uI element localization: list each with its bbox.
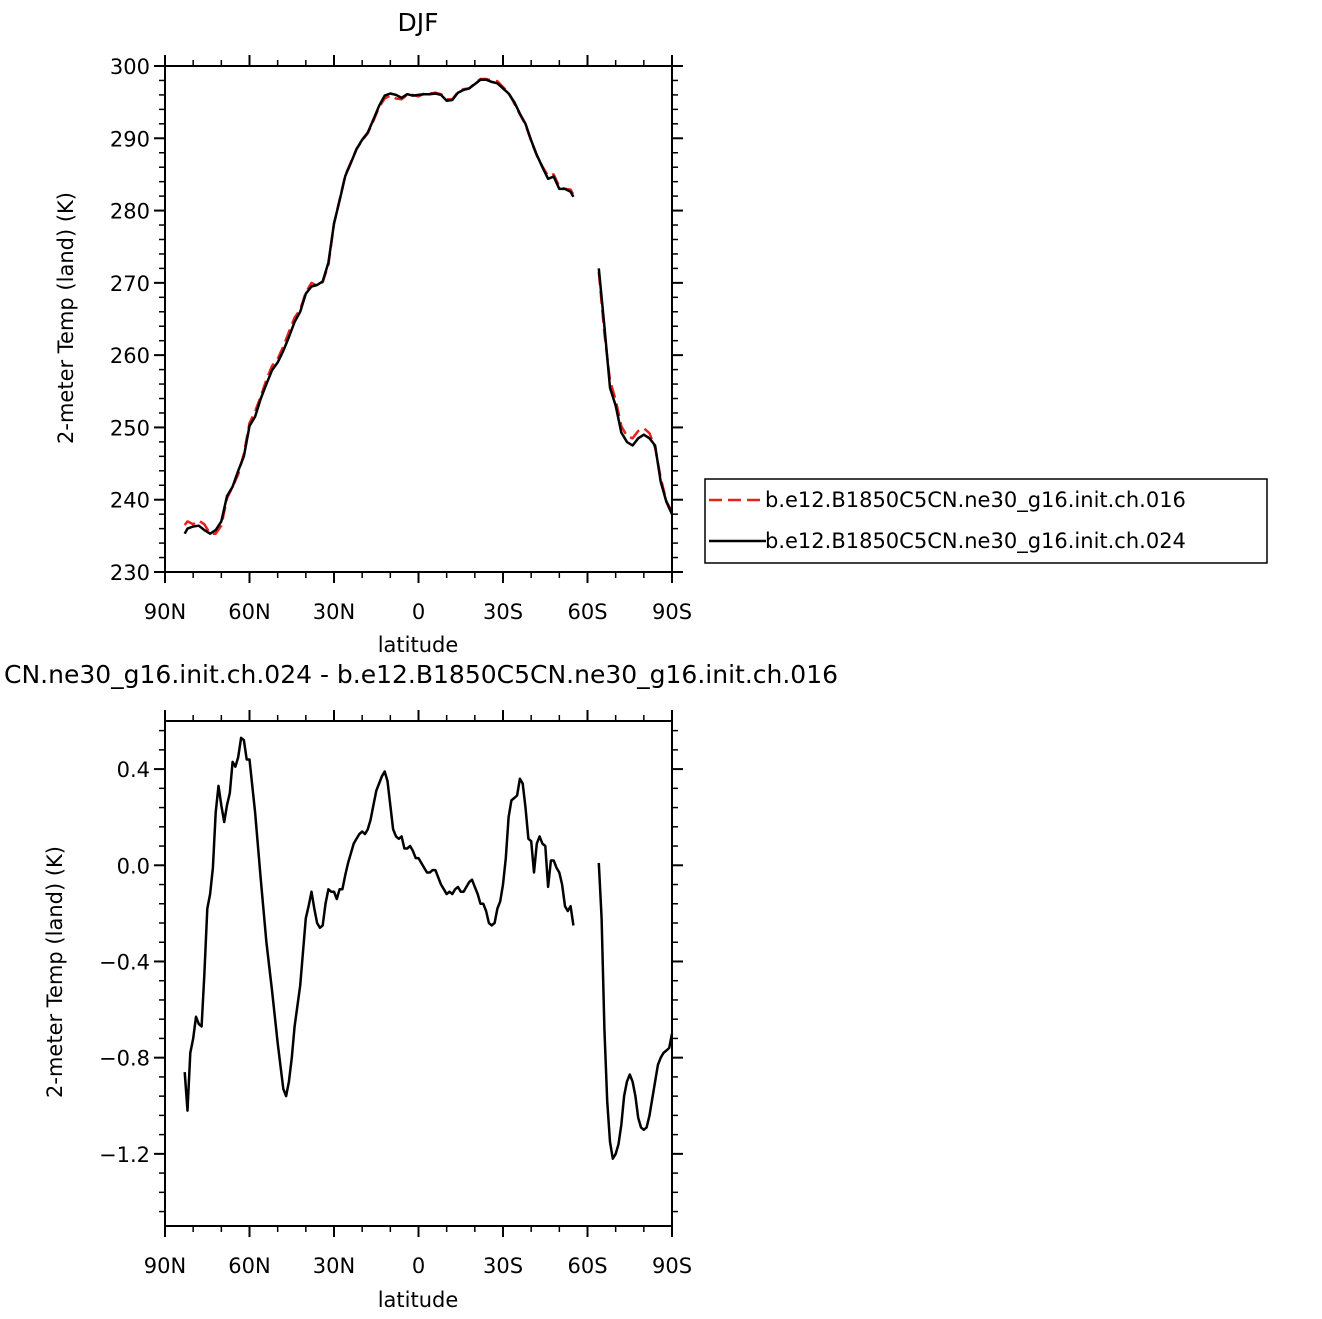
legend-label-ch024: b.e12.B1850C5CN.ne30_g16.init.ch.024 — [765, 529, 1186, 554]
0-ytick-label: 270 — [110, 272, 150, 296]
0-ytick-label: 280 — [110, 200, 150, 224]
1-xtick-label: 60N — [228, 1254, 270, 1278]
1-ytick-label: −0.4 — [99, 950, 150, 974]
1-ytick-label: −1.2 — [99, 1143, 150, 1167]
0-ytick-label: 290 — [110, 127, 150, 151]
top-chart-ylabel: 2-meter Temp (land) (K) — [54, 192, 78, 444]
top-chart-xlabel: latitude — [378, 633, 459, 657]
1-ytick-label: −0.8 — [99, 1047, 150, 1071]
top-chart: DJF 2-meter Temp (land) (K) latitude 90N… — [54, 8, 692, 657]
top-chart-title: DJF — [397, 8, 438, 37]
bottom-chart-lines — [183, 736, 674, 1160]
1-xtick-label: 30S — [483, 1254, 523, 1278]
0-series-1-segment-0 — [183, 78, 575, 535]
bottom-chart: CN.ne30_g16.init.ch.024 - b.e12.B1850C5C… — [4, 660, 838, 1312]
top-chart-lines — [183, 77, 674, 535]
1-xtick-label: 90N — [144, 1254, 186, 1278]
legend-label-ch016: b.e12.B1850C5CN.ne30_g16.init.ch.016 — [765, 488, 1186, 513]
0-ytick-label: 240 — [110, 489, 150, 513]
0-xtick-label: 60N — [228, 600, 270, 624]
top-chart-frame — [164, 65, 673, 573]
bottom-chart-title: CN.ne30_g16.init.ch.024 - b.e12.B1850C5C… — [4, 660, 838, 689]
0-series-0-segment-0 — [183, 77, 575, 535]
0-xtick-label: 90N — [144, 600, 186, 624]
0-xtick-label: 30N — [313, 600, 355, 624]
bottom-chart-frame — [164, 720, 673, 1227]
1-series-0-segment-1 — [597, 862, 674, 1160]
legend: b.e12.B1850C5CN.ne30_g16.init.ch.016 b.e… — [704, 478, 1268, 564]
0-xtick-label: 0 — [412, 600, 425, 624]
0-ytick-label: 250 — [110, 416, 150, 440]
1-ytick-label: 0.4 — [117, 758, 150, 782]
1-ytick-label: 0.0 — [117, 854, 150, 878]
0-xtick-label: 30S — [483, 600, 523, 624]
1-xtick-label: 30N — [313, 1254, 355, 1278]
bottom-chart-xlabel: latitude — [378, 1288, 459, 1312]
0-xtick-label: 90S — [652, 600, 692, 624]
1-xtick-label: 0 — [412, 1254, 425, 1278]
0-ytick-label: 260 — [110, 344, 150, 368]
1-xtick-label: 60S — [567, 1254, 607, 1278]
bottom-chart-ylabel: 2-meter Temp (land) (K) — [43, 846, 67, 1098]
0-ytick-label: 230 — [110, 561, 150, 585]
bottom-chart-ticks: 90N 60N 30N 0 30S 60S 90S 0.4 0.0 −0.4 −0.8 −1.2 — [99, 710, 692, 1278]
1-xtick-label: 90S — [652, 1254, 692, 1278]
1-series-0-segment-0 — [183, 736, 575, 1112]
0-xtick-label: 60S — [567, 600, 607, 624]
0-ytick-label: 300 — [110, 55, 150, 79]
legend-box — [704, 478, 1268, 564]
0-series-1-segment-1 — [597, 268, 674, 515]
